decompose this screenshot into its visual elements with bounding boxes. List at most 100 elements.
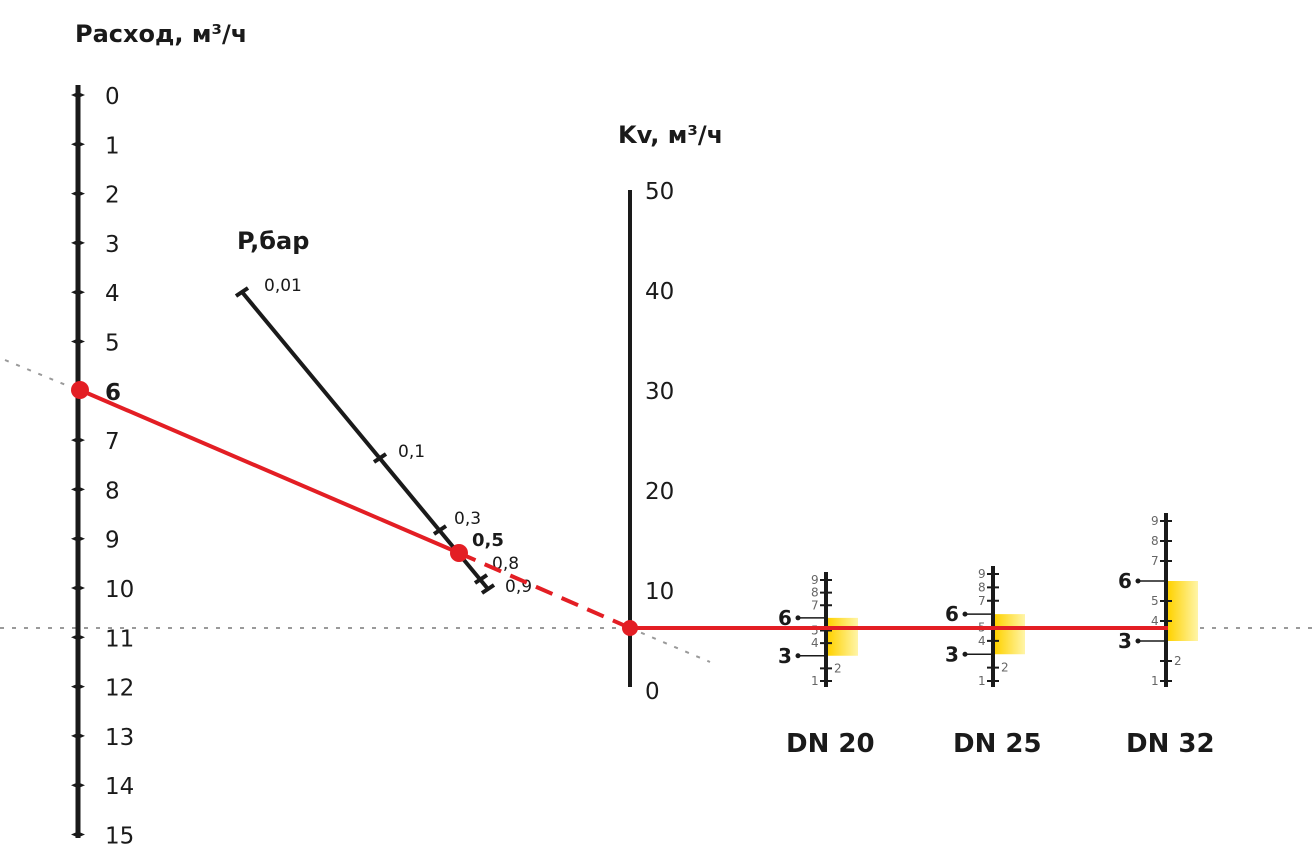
flow-tick-mark xyxy=(71,239,85,246)
valve-mark-dot xyxy=(1135,578,1141,584)
valve-tick-label: 4 xyxy=(1151,614,1159,628)
valve-tick-label: 5 xyxy=(1151,594,1159,608)
valve-mark-label: 3 xyxy=(1118,629,1132,653)
flow-tick-label: 7 xyxy=(105,429,120,455)
valve-tick-label: 7 xyxy=(1151,554,1159,568)
valve-mark-dot xyxy=(795,653,801,659)
valve-tick-label: 1 xyxy=(978,674,986,688)
valve-tick-label: 1 xyxy=(1151,674,1159,688)
valve-highlight-bar xyxy=(828,617,858,656)
pressure-tick-mark xyxy=(432,524,448,536)
flow-tick-label: 15 xyxy=(105,824,134,848)
flow-tick-mark xyxy=(71,486,85,493)
pressure-selected-point xyxy=(450,544,468,562)
flow-tick-label: 2 xyxy=(105,183,120,209)
valve-tick-label: 8 xyxy=(811,586,819,600)
flow-tick-label: 11 xyxy=(105,626,134,652)
flow-tick-label: 8 xyxy=(105,478,120,504)
solution-line-flow-pressure xyxy=(79,388,460,555)
pressure-tick-mark xyxy=(480,583,496,595)
flow-tick-label: 1 xyxy=(105,133,120,159)
valve-tick-label: 2 xyxy=(1174,654,1182,668)
valve-tick-label: 8 xyxy=(978,580,986,594)
valve-highlight-bar xyxy=(1168,581,1198,641)
valve-mark-dot xyxy=(962,611,968,617)
valve-scale: 9 8 7 5 4 2 1 6 3 DN 32 xyxy=(1118,513,1215,759)
flow-tick-mark xyxy=(71,92,85,98)
flow-tick-mark xyxy=(71,535,85,542)
pressure-tick-label: 0,3 xyxy=(454,509,481,529)
flow-tick-label: 6 xyxy=(105,380,121,406)
flow-tick-label: 13 xyxy=(105,725,134,751)
pressure-tick-label: 0,5 xyxy=(472,530,504,551)
pressure-tick-label: 0,1 xyxy=(398,442,425,462)
valve-mark-label: 3 xyxy=(778,644,792,668)
valve-mark-dot xyxy=(962,651,968,657)
kv-tick-label: 50 xyxy=(645,179,674,205)
valve-tick-label: 8 xyxy=(1151,534,1159,548)
valve-name-label: DN 25 xyxy=(953,729,1042,759)
flow-tick-label: 0 xyxy=(105,84,120,110)
pressure-tick-mark xyxy=(473,573,489,585)
valve-tick-label: 9 xyxy=(1151,514,1159,528)
valve-mark-label: 6 xyxy=(945,602,959,626)
kv-result-point xyxy=(622,620,638,636)
flow-tick-mark xyxy=(71,338,85,345)
kv-axis: 50 40 30 20 10 0 xyxy=(628,179,674,705)
kv-tick-label: 40 xyxy=(645,279,674,305)
valve-scale: 987 54 2 1 6 3 DN 20 xyxy=(778,572,875,759)
pressure-tick-mark xyxy=(372,452,388,464)
valve-tick-label: 2 xyxy=(1001,661,1009,675)
flow-tick-mark xyxy=(71,437,85,444)
valve-tick-label: 7 xyxy=(978,594,986,608)
valve-tick-label: 4 xyxy=(811,636,819,650)
valve-tick-label: 2 xyxy=(834,661,842,675)
valve-name-label: DN 20 xyxy=(786,729,875,759)
valve-mark-label: 6 xyxy=(778,606,792,630)
guide-line-right xyxy=(629,627,711,663)
flow-tick-mark xyxy=(71,732,85,739)
valve-tick-label: 9 xyxy=(811,573,819,587)
guide-line-left xyxy=(4,359,79,391)
flow-tick-mark xyxy=(71,289,85,296)
flow-tick-mark xyxy=(71,782,85,789)
flow-tick-label: 3 xyxy=(105,232,120,258)
flow-axis-title: Расход, м³/ч xyxy=(75,20,247,48)
valve-highlight-bar xyxy=(995,614,1025,655)
flow-tick-label: 5 xyxy=(105,331,120,357)
kv-tick-label: 30 xyxy=(645,379,674,405)
valve-tick-label: 1 xyxy=(811,674,819,688)
valve-tick-label: 7 xyxy=(811,598,819,612)
flow-tick-label: 10 xyxy=(105,577,134,603)
flow-tick-label: 12 xyxy=(105,676,134,702)
valve-name-label: DN 32 xyxy=(1126,729,1215,759)
pressure-axis-line xyxy=(240,290,490,591)
flow-tick-mark xyxy=(71,585,85,591)
valve-tick-label: 5 xyxy=(811,624,819,638)
flow-tick-mark xyxy=(71,831,85,838)
pressure-tick-label: 0,01 xyxy=(264,276,302,296)
kv-tick-label: 10 xyxy=(645,579,674,605)
kv-tick-label: 20 xyxy=(645,479,674,505)
flow-tick-mark xyxy=(71,141,85,148)
valve-mark-dot xyxy=(795,615,801,621)
flow-tick-label: 9 xyxy=(105,528,120,554)
pressure-axis-title: P,бар xyxy=(237,227,309,255)
flow-tick-mark xyxy=(71,683,85,690)
pressure-axis: 0,010,10,30,50,80,9 xyxy=(234,276,532,597)
valve-mark-dot xyxy=(1135,638,1141,644)
valve-tick-label: 9 xyxy=(978,567,986,581)
valve-tick-label: 4 xyxy=(978,634,986,648)
kv-axis-title: Kv, м³/ч xyxy=(618,121,723,149)
flow-tick-mark xyxy=(71,634,85,641)
flow-tick-label: 4 xyxy=(105,281,120,307)
flow-tick-mark xyxy=(71,190,85,197)
kv-tick-label: 0 xyxy=(645,679,660,705)
valve-mark-label: 3 xyxy=(945,642,959,666)
flow-selected-point xyxy=(71,381,89,399)
flow-tick-label: 14 xyxy=(105,774,134,800)
